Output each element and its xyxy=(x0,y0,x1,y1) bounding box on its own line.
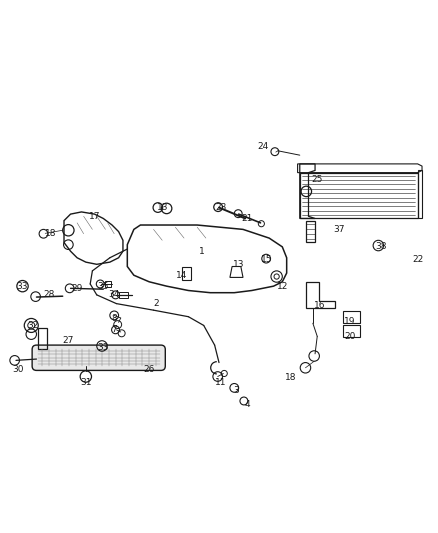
Text: 12: 12 xyxy=(277,281,288,290)
Text: 22: 22 xyxy=(412,255,423,264)
Bar xyxy=(343,325,360,337)
Text: 13: 13 xyxy=(233,260,244,269)
Bar xyxy=(38,328,47,350)
Text: 18: 18 xyxy=(45,229,57,238)
Text: 18: 18 xyxy=(285,373,297,382)
Text: 13: 13 xyxy=(156,203,168,212)
Text: 16: 16 xyxy=(314,301,325,310)
Text: 21: 21 xyxy=(242,214,253,223)
Text: 38: 38 xyxy=(375,243,386,252)
Text: 1: 1 xyxy=(199,247,205,256)
Text: 24: 24 xyxy=(257,142,268,151)
Text: 26: 26 xyxy=(144,365,155,374)
Bar xyxy=(105,281,111,287)
Text: 15: 15 xyxy=(261,255,273,264)
Text: 17: 17 xyxy=(89,212,100,221)
Bar xyxy=(343,311,360,323)
Text: 4: 4 xyxy=(244,400,250,408)
Text: 14: 14 xyxy=(176,271,187,280)
Text: 27: 27 xyxy=(63,336,74,345)
Text: 29: 29 xyxy=(71,284,83,293)
FancyBboxPatch shape xyxy=(32,345,165,370)
Text: 11: 11 xyxy=(215,378,227,387)
Text: 25: 25 xyxy=(311,175,323,184)
Text: 31: 31 xyxy=(80,378,92,387)
Text: 32: 32 xyxy=(28,321,39,330)
Text: 2: 2 xyxy=(153,299,159,308)
Text: 33: 33 xyxy=(16,281,28,290)
Text: 34: 34 xyxy=(109,290,120,300)
Text: 35: 35 xyxy=(98,281,109,290)
Bar xyxy=(119,292,128,298)
Text: 8: 8 xyxy=(111,314,117,324)
Text: 20: 20 xyxy=(344,332,356,341)
Text: 33: 33 xyxy=(98,343,109,352)
Text: 23: 23 xyxy=(215,203,227,212)
Text: 37: 37 xyxy=(333,225,345,234)
Text: 28: 28 xyxy=(43,290,54,300)
Text: 7: 7 xyxy=(111,325,117,334)
Text: 30: 30 xyxy=(12,365,24,374)
Text: 19: 19 xyxy=(344,317,356,326)
Text: 3: 3 xyxy=(233,386,239,395)
